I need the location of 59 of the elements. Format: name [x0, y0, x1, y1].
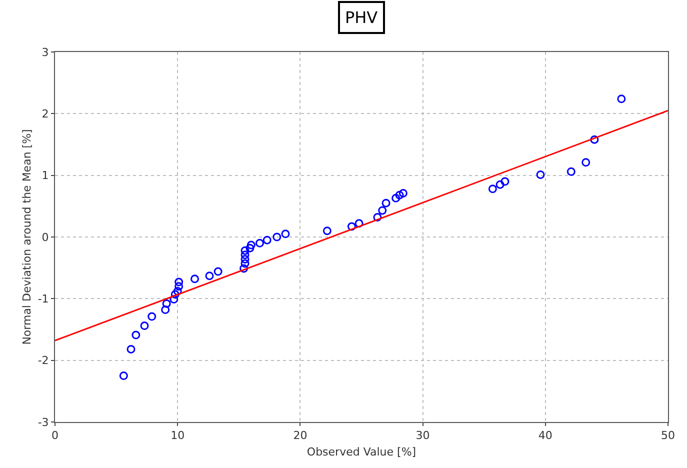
x-tick-label: 0 — [52, 429, 58, 442]
point — [617, 94, 626, 104]
point — [272, 232, 282, 242]
y-tick-label: 3 — [42, 46, 49, 59]
y-axis-title: Normal Deviation around the Mean [%] — [20, 129, 34, 345]
point — [240, 246, 250, 255]
point — [395, 190, 404, 200]
point — [378, 206, 387, 215]
point — [392, 194, 400, 202]
point — [536, 170, 545, 179]
y-tick-label: 1 — [42, 169, 49, 182]
point — [281, 230, 290, 238]
point — [190, 274, 200, 284]
y-tick-label: -2 — [38, 354, 49, 368]
point — [174, 282, 184, 291]
point — [119, 372, 128, 380]
point — [582, 158, 590, 167]
point — [170, 295, 178, 304]
x-axis-title: Observed Value [%] — [306, 445, 416, 458]
point — [398, 188, 408, 198]
x-tick-label: 10 — [170, 429, 185, 442]
point — [500, 177, 510, 186]
point — [240, 259, 250, 268]
point — [496, 180, 504, 189]
point — [246, 244, 254, 252]
point — [566, 167, 576, 176]
point — [590, 135, 599, 144]
point — [347, 222, 356, 231]
point — [255, 238, 264, 248]
point — [262, 236, 272, 244]
point — [382, 198, 390, 208]
point — [174, 278, 184, 286]
point — [132, 330, 140, 340]
y-tick-label: -1 — [38, 292, 49, 306]
point — [214, 267, 222, 276]
point — [246, 240, 256, 250]
x-tick-label: 30 — [416, 429, 430, 442]
point — [488, 184, 497, 194]
y-tick-label: 0 — [42, 230, 49, 244]
y-tick-label: 2 — [42, 108, 49, 121]
point — [161, 306, 170, 314]
point — [240, 264, 248, 273]
point — [170, 290, 180, 299]
point — [162, 299, 171, 308]
y-tick-label: -3 — [38, 416, 49, 429]
point — [240, 250, 250, 260]
point — [148, 312, 156, 321]
x-tick-label: 20 — [293, 429, 308, 442]
x-tick-label: 50 — [661, 429, 675, 442]
x-tick-label: 40 — [538, 429, 552, 442]
point — [354, 219, 364, 228]
point — [373, 213, 382, 222]
point — [126, 344, 136, 354]
point — [240, 254, 250, 264]
point — [322, 226, 332, 236]
chart-title: PHV — [345, 8, 378, 27]
point — [205, 272, 214, 280]
point — [173, 287, 182, 296]
point — [140, 322, 149, 330]
